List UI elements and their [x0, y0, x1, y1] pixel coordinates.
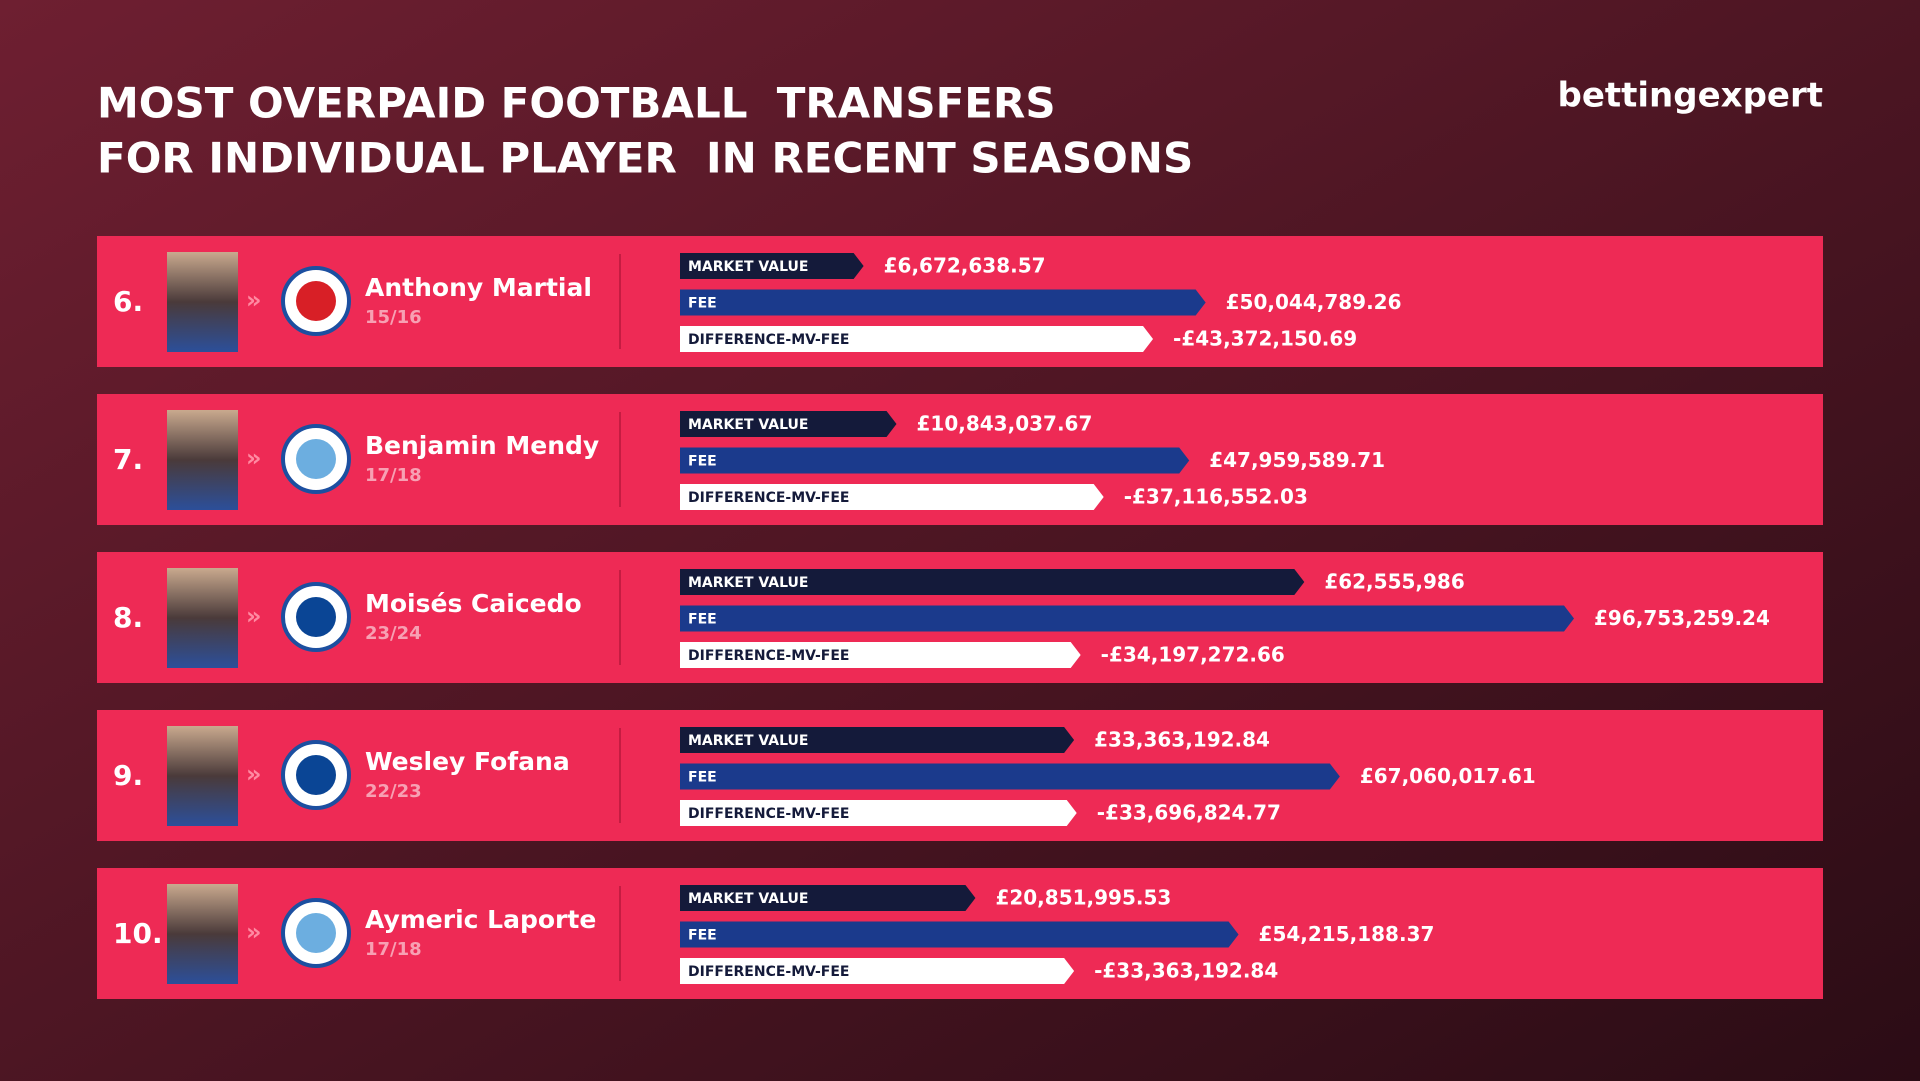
bar: [680, 289, 1206, 316]
season: 17/18: [365, 465, 422, 486]
bar: [680, 763, 1340, 790]
bar-value: £20,851,995.53: [995, 886, 1171, 910]
player-photo: [167, 568, 238, 668]
bar-value: £62,555,986: [1324, 570, 1464, 594]
bar-value: £10,843,037.67: [917, 412, 1093, 436]
bar: [680, 447, 1190, 474]
club-logo-inner: [296, 597, 336, 637]
bar-value: -£37,116,552.03: [1124, 485, 1308, 509]
club-logo-inner: [296, 281, 336, 321]
club-logo-inner: [296, 439, 336, 479]
bar-value: £47,959,589.71: [1209, 448, 1385, 472]
bar: [680, 326, 1154, 352]
bar-label: MARKET VALUE: [688, 259, 808, 275]
club-logo-inner: [296, 913, 336, 953]
arrow-icon: »: [246, 918, 262, 946]
player-photo: [167, 726, 238, 826]
rank: 8.: [113, 601, 143, 634]
bar-label: DIFFERENCE-MV-FEE: [688, 806, 849, 822]
bar: [680, 800, 1077, 826]
title-line: MOST OVERPAID FOOTBALL TRANSFERS: [97, 79, 1056, 128]
rank: 7.: [113, 443, 143, 476]
bar-value: £6,672,638.57: [884, 254, 1046, 278]
season: 17/18: [365, 939, 422, 960]
bar-label: DIFFERENCE-MV-FEE: [688, 332, 849, 348]
bar-label: MARKET VALUE: [688, 891, 808, 907]
bar-value: -£33,363,192.84: [1094, 959, 1278, 983]
player-photo: [167, 410, 238, 510]
season: 15/16: [365, 307, 422, 328]
bar-label: MARKET VALUE: [688, 575, 808, 591]
player-photo: [167, 252, 238, 352]
bar-value: £50,044,789.26: [1226, 290, 1402, 314]
bar-value: £33,363,192.84: [1094, 728, 1270, 752]
arrow-icon: »: [246, 444, 262, 472]
bar-value: -£33,696,824.77: [1097, 801, 1281, 825]
player-name: Wesley Fofana: [365, 747, 570, 776]
player-name: Benjamin Mendy: [365, 431, 599, 460]
bar-label: MARKET VALUE: [688, 733, 808, 749]
bar: [680, 885, 976, 911]
bar-value: £96,753,259.24: [1594, 606, 1770, 630]
arrow-icon: »: [246, 760, 262, 788]
arrow-icon: »: [246, 602, 262, 630]
club-logo-inner: [296, 755, 336, 795]
bar-label: FEE: [688, 612, 717, 628]
bar: [680, 958, 1075, 984]
bar-label: DIFFERENCE-MV-FEE: [688, 648, 849, 664]
bar-value: -£34,197,272.66: [1101, 643, 1285, 667]
rank: 10.: [113, 917, 163, 950]
player-photo: [167, 884, 238, 984]
bar-label: FEE: [688, 296, 717, 312]
bar-value: £54,215,188.37: [1259, 922, 1435, 946]
bar-label: MARKET VALUE: [688, 417, 808, 433]
bar-label: FEE: [688, 928, 717, 944]
arrow-icon: »: [246, 286, 262, 314]
bar-value: £67,060,017.61: [1360, 764, 1536, 788]
bar: [680, 411, 897, 437]
bar: [680, 484, 1104, 510]
bar-label: DIFFERENCE-MV-FEE: [688, 964, 849, 980]
rank: 6.: [113, 285, 143, 318]
season: 23/24: [365, 623, 422, 644]
season: 22/23: [365, 781, 422, 802]
bar-value: -£43,372,150.69: [1173, 327, 1357, 351]
player-name: Aymeric Laporte: [365, 905, 596, 934]
bar-label: FEE: [688, 454, 717, 470]
player-name: Moisés Caicedo: [365, 589, 582, 618]
bar: [680, 921, 1239, 948]
bar: [680, 253, 864, 279]
title-line: FOR INDIVIDUAL PLAYER IN RECENT SEASONS: [97, 134, 1193, 183]
bar: [680, 569, 1305, 595]
bar-label: DIFFERENCE-MV-FEE: [688, 490, 849, 506]
bar-label: FEE: [688, 770, 717, 786]
player-name: Anthony Martial: [365, 273, 592, 302]
rank: 9.: [113, 759, 143, 792]
bar: [680, 605, 1574, 632]
bar: [680, 727, 1075, 753]
bar: [680, 642, 1081, 668]
brand: bettingexpert: [1557, 76, 1823, 116]
